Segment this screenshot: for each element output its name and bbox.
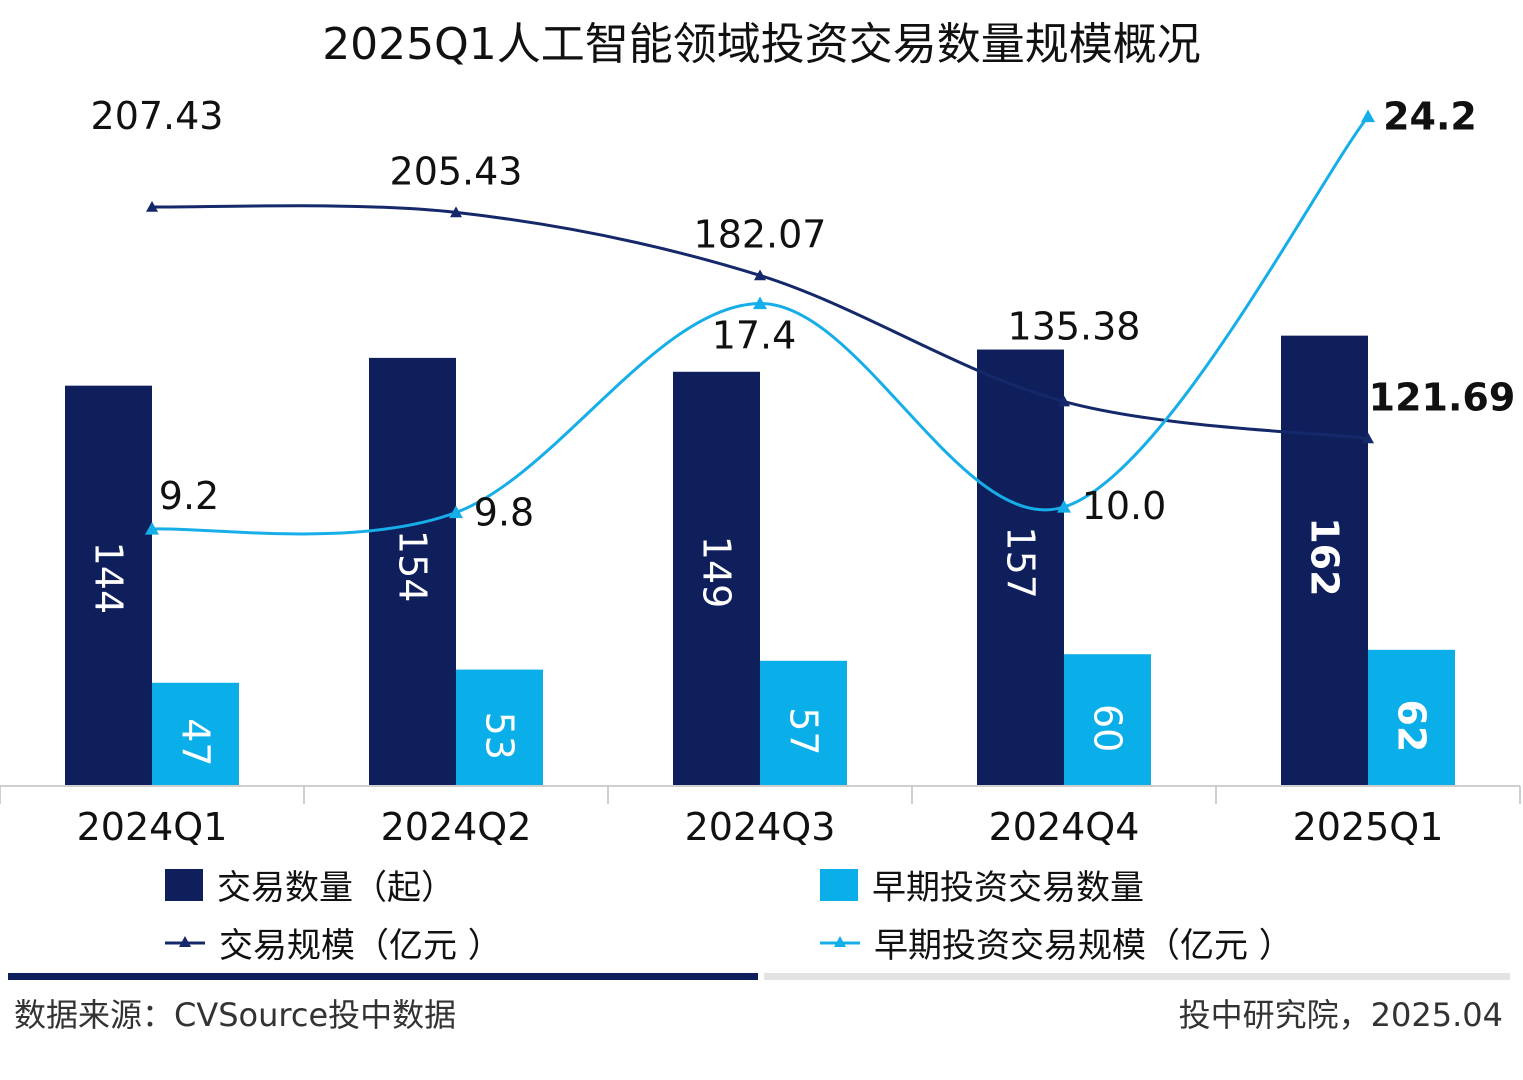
point-early-scale-2024Q1	[145, 522, 159, 535]
chart-title: 2025Q1人工智能领域投资交易数量规模概况	[322, 19, 1201, 70]
bar-count-2025Q1	[1281, 335, 1368, 786]
legend-label-early-scale: 早期投资交易规模（亿元 ）	[874, 926, 1293, 966]
bar-label-early-count-2024Q1: 47	[174, 718, 218, 766]
bar-count-2024Q2	[369, 357, 456, 786]
bar-label-early-count-2024Q2: 53	[478, 712, 522, 760]
x-tick-label-2024Q2: 2024Q2	[381, 805, 532, 849]
bar-early-count-2024Q3	[760, 660, 847, 786]
bar-early-count-2024Q1	[152, 682, 239, 786]
footer-divider-light	[764, 973, 1510, 980]
point-scale-2024Q2	[450, 206, 462, 218]
point-scale-2024Q1	[146, 201, 158, 212]
data-label-scale-2024Q4: 135.38	[1008, 305, 1141, 349]
chart-plot: 2024Q1 2024Q2 2024Q3 2024Q4 2025Q1 144 47 154 5…	[0, 94, 1521, 849]
data-label-early-scale-2024Q2: 9.8	[474, 491, 534, 535]
data-label-early-scale-2024Q3: 17.4	[712, 314, 797, 358]
data-label-scale-2025Q1: 121.69	[1369, 375, 1516, 419]
data-label-scale-2024Q1: 207.43	[91, 94, 224, 138]
x-tick-label-2024Q1: 2024Q1	[77, 805, 228, 849]
bar-count-2024Q3	[673, 371, 760, 786]
legend-swatch-early-scale	[820, 935, 860, 947]
data-label-early-scale-2024Q1: 9.2	[159, 474, 219, 518]
legend-item-count: 交易数量（起）	[165, 860, 455, 909]
source-note: 数据来源：CVSource投中数据	[14, 996, 457, 1034]
x-tick-label-2025Q1: 2025Q1	[1293, 805, 1444, 849]
point-early-scale-2024Q3	[753, 296, 767, 310]
bar-early-count-2024Q2	[456, 669, 543, 786]
legend-item-scale: 交易规模（亿元 ）	[165, 918, 502, 967]
legend-swatch-count	[165, 868, 203, 901]
data-label-scale-2024Q2: 205.43	[390, 149, 523, 193]
data-label-early-scale-2025Q1: 24.2	[1383, 95, 1477, 139]
bar-early-count-2025Q1	[1368, 649, 1455, 786]
bar-count-2024Q1	[65, 385, 152, 786]
footer-divider-dark	[8, 973, 758, 980]
bar-label-count-2024Q3: 149	[695, 536, 739, 609]
legend-swatch-scale	[165, 935, 205, 947]
publisher-note: 投中研究院，2025.04	[1178, 996, 1503, 1034]
legend-item-early-scale: 早期投资交易规模（亿元 ）	[820, 918, 1293, 967]
legend-swatch-early-count	[820, 868, 858, 901]
bar-label-early-count-2024Q4: 60	[1086, 704, 1130, 752]
bar-early-count-2024Q4	[1064, 654, 1151, 786]
point-early-scale-2024Q4	[1057, 500, 1071, 513]
data-label-scale-2024Q3: 182.07	[694, 212, 827, 256]
point-scale-2024Q4	[1058, 395, 1070, 407]
bar-label-count-2024Q4: 157	[999, 526, 1043, 599]
legend-label-early-count: 早期投资交易数量	[872, 868, 1144, 908]
legend-label-count: 交易数量（起）	[217, 868, 455, 908]
point-scale-2024Q3	[754, 269, 766, 281]
bar-label-count-2024Q1: 144	[87, 542, 131, 615]
x-tick-label-2024Q3: 2024Q3	[685, 805, 836, 849]
bar-label-count-2025Q1: 162	[1303, 517, 1347, 596]
x-tick-label-2024Q4: 2024Q4	[989, 805, 1140, 849]
bar-label-early-count-2025Q1: 62	[1390, 699, 1434, 752]
bar-count-2024Q4	[977, 349, 1064, 786]
bar-label-count-2024Q2: 154	[391, 530, 435, 603]
legend-item-early-count: 早期投资交易数量	[820, 860, 1144, 909]
point-scale-2025Q1	[1362, 432, 1374, 444]
point-early-scale-2025Q1	[1361, 109, 1375, 123]
legend-label-scale: 交易规模（亿元 ）	[219, 926, 502, 966]
data-label-early-scale-2024Q4: 10.0	[1082, 484, 1167, 528]
bar-label-early-count-2024Q3: 57	[782, 707, 826, 755]
line-early-scale	[151, 115, 1370, 536]
point-early-scale-2024Q2	[449, 505, 463, 519]
